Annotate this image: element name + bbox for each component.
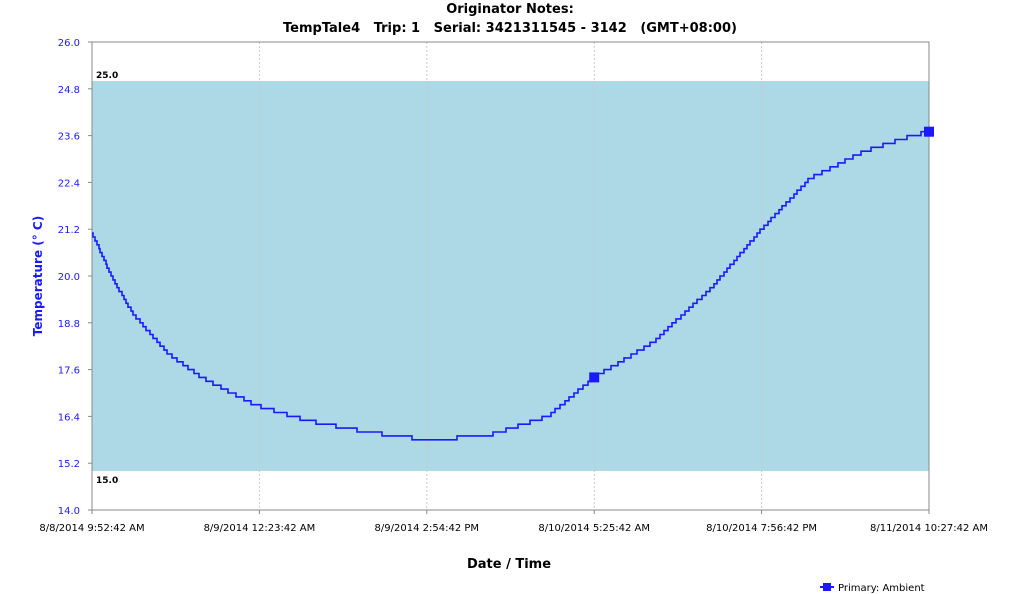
x-axis-ticks: 8/8/2014 9:52:42 AM 8/9/2014 12:23:42 AM 8… [39, 510, 988, 534]
y-tick-label: 26.0 [58, 38, 80, 49]
y-tick-label: 20.0 [58, 272, 80, 283]
x-tick-label: 8/9/2014 2:54:42 PM [375, 523, 479, 534]
y-tick-label: 17.6 [58, 366, 80, 377]
y-tick-label: 16.4 [58, 412, 80, 423]
x-axis-title: Date / Time [467, 557, 551, 572]
data-marker-2 [924, 126, 934, 137]
y-tick-label: 24.8 [58, 85, 80, 96]
legend-label: Primary: Ambient [838, 583, 925, 594]
y-tick-label: 15.2 [58, 459, 80, 470]
y-tick-label: 22.4 [58, 178, 80, 189]
y-axis-ticks: 14.0 15.2 16.4 17.6 18.8 20.0 21.2 22.4 23.6 24.8… [58, 38, 92, 517]
y-axis-title: Temperature (° C) [31, 216, 45, 336]
y-tick-label: 18.8 [58, 319, 80, 330]
chart-title: Originator Notes: [446, 2, 574, 17]
plot-area: 25.0 15.0 [91, 41, 934, 511]
lower-limit-label: 15.0 [96, 476, 118, 486]
x-tick-label: 8/10/2014 7:56:42 PM [706, 523, 817, 534]
legend: Primary: Ambient [820, 583, 925, 594]
y-tick-label: 21.2 [58, 225, 80, 236]
upper-limit-label: 25.0 [96, 71, 118, 81]
y-tick-label: 14.0 [58, 506, 80, 517]
chart-subtitle: TempTale4 Trip: 1 Serial: 3421311545 - 3… [283, 21, 737, 36]
x-tick-label: 8/11/2014 10:27:42 AM [870, 523, 988, 534]
x-tick-label: 8/9/2014 12:23:42 AM [204, 523, 316, 534]
acceptable-range-band [92, 81, 929, 471]
legend-marker-swatch [823, 583, 831, 591]
x-tick-label: 8/10/2014 5:25:42 AM [538, 523, 650, 534]
series-line-primary-ambient [92, 130, 929, 441]
data-marker-1 [589, 372, 600, 383]
y-tick-label: 23.6 [58, 132, 80, 143]
x-tick-label: 8/8/2014 9:52:42 AM [39, 523, 144, 534]
